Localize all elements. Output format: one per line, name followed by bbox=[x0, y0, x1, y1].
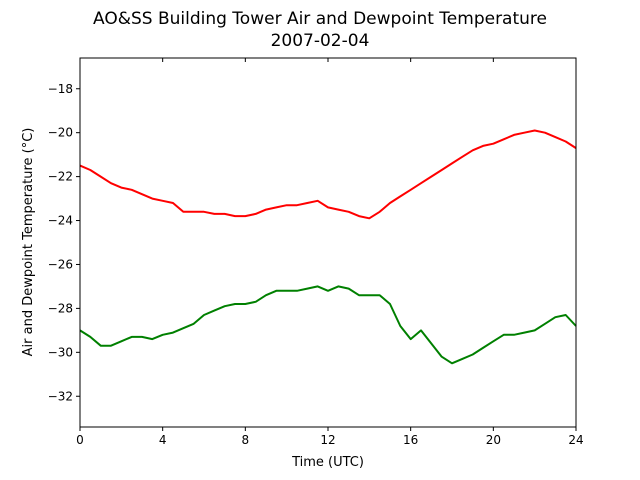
y-tick-label: −32 bbox=[48, 389, 73, 403]
y-tick-label: −24 bbox=[48, 214, 73, 228]
x-tick-label: 4 bbox=[159, 433, 167, 447]
y-tick-label: −26 bbox=[48, 257, 73, 271]
series-line-1 bbox=[79, 285, 577, 365]
x-tick-label: 24 bbox=[568, 433, 583, 447]
x-axis-label: Time (UTC) bbox=[291, 455, 364, 470]
chart-title: AO&SS Building Tower Air and Dewpoint Te… bbox=[93, 9, 547, 29]
x-tick-label: 20 bbox=[486, 433, 501, 447]
x-tick-label: 0 bbox=[76, 433, 84, 447]
chart-subtitle: 2007-02-04 bbox=[271, 31, 370, 51]
plot-area: 0 4 8 12 16 20 24 −32 −30 −28 −26 −24 −22 −20 −18 bbox=[48, 57, 584, 447]
x-tick-label: 16 bbox=[403, 433, 418, 447]
y-tick-label: −30 bbox=[48, 345, 73, 359]
y-tick-label: −22 bbox=[48, 170, 73, 184]
y-axis-label: Air and Dewpoint Temperature (°C) bbox=[21, 128, 36, 357]
y-tick-label: −18 bbox=[48, 82, 73, 96]
series-line-0 bbox=[79, 129, 577, 220]
x-tick-label: 8 bbox=[242, 433, 250, 447]
y-tick-label: −20 bbox=[48, 126, 73, 140]
y-tick-label: −28 bbox=[48, 301, 73, 315]
x-tick-label: 12 bbox=[320, 433, 335, 447]
